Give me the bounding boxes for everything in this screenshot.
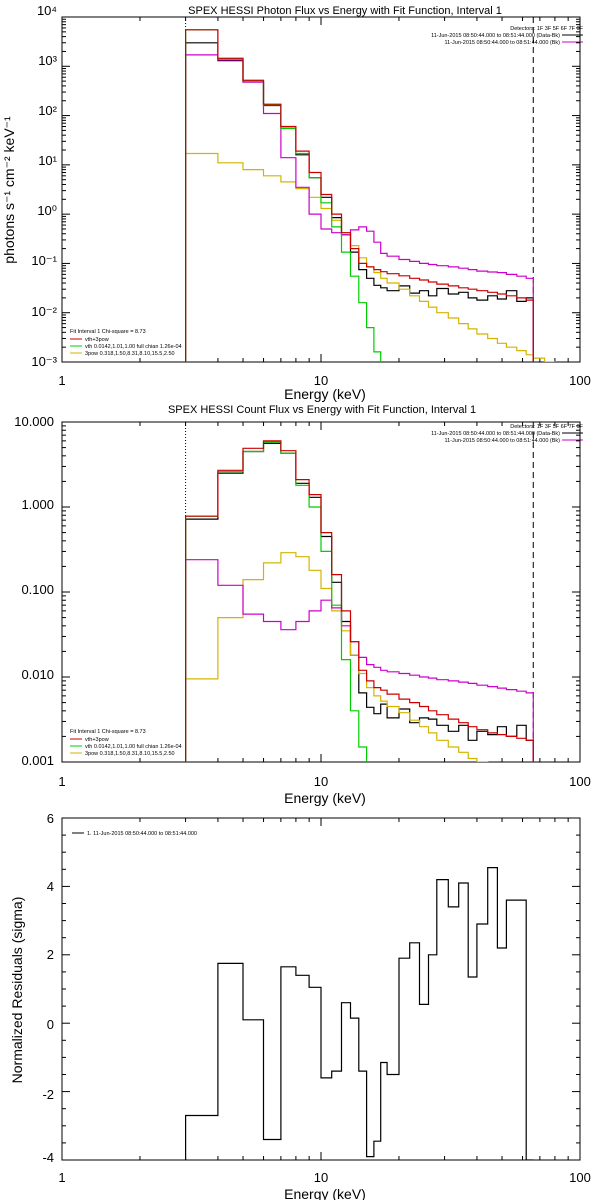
photon-flux-series-vth-3pow: [185, 29, 534, 362]
count-flux-fit-entry: 3pow 0.318,1.50,8.31,8.10,15.5,2.50: [85, 751, 175, 757]
count-flux-xtick-1: 1: [58, 774, 65, 789]
count-flux-series-3pow: [185, 552, 489, 762]
count-flux-detectors: Detectors: 1F 3F 5F 6F 7F 9F: [510, 424, 583, 430]
photon-flux-fit-header: Fit Interval 1 Chi-square = 8.73: [70, 329, 146, 335]
photon-flux-series-data-bk: [185, 42, 534, 362]
photon-flux-xlabel: Energy (keV): [284, 386, 366, 402]
residuals-series-1: [185, 867, 534, 1160]
residuals-ytick: 6: [47, 811, 54, 826]
residuals-xtick-100: 100: [569, 1170, 591, 1185]
residuals-xtick-1: 1: [58, 1170, 65, 1185]
residuals-ytick: 0: [47, 1017, 54, 1032]
count-flux-fit-header: Fit Interval 1 Chi-square = 8.73: [70, 729, 146, 735]
photon-flux-series-3pow: [185, 152, 556, 362]
count-flux-ytick: 0.001: [21, 753, 54, 768]
count-flux-title: SPEX HESSI Count Flux vs Energy with Fit…: [168, 404, 476, 416]
photon-flux-detectors: Detectors: 1F 3F 5F 6F 7F 9F: [510, 26, 583, 32]
count-flux-panel: SPEX HESSI Count Flux vs Energy with Fit…: [14, 404, 591, 806]
count-flux-axes-frame: [61, 421, 581, 763]
photon-flux-fit-entry: 3pow 0.318,1.50,8.31,8.10,15.5,2.50: [85, 351, 175, 357]
photon-flux-xtick-100: 100: [569, 373, 591, 388]
photon-flux-ytick: 10⁻¹: [31, 253, 57, 268]
residuals-panel: Energy (keV) Normalized Residuals (sigma…: [9, 811, 591, 1200]
photon-flux-ytick: 10⁰: [37, 203, 57, 218]
photon-flux-info-line2: 11-Jun-2015 08:50:44.000 to 08:51:44.000…: [445, 40, 561, 46]
count-flux-series-bk: [185, 559, 534, 762]
count-flux-xtick-10: 10: [314, 774, 328, 789]
photon-flux-ytick: 10⁴: [37, 3, 57, 18]
residuals-ytick: -4: [42, 1150, 54, 1165]
count-flux-info-line2: 11-Jun-2015 08:50:44.000 to 08:51:44.000…: [445, 438, 561, 444]
photon-flux-xtick-1: 1: [58, 373, 65, 388]
count-flux-ytick: 0.100: [21, 582, 54, 597]
residuals-ylabel: Normalized Residuals (sigma): [9, 897, 25, 1084]
photon-flux-series-group: [185, 29, 556, 362]
count-flux-ytick: 10.000: [14, 414, 54, 429]
photon-flux-fit-entry: vth+3pow: [85, 337, 109, 343]
photon-flux-title: SPEX HESSI Photon Flux vs Energy with Fi…: [188, 5, 502, 17]
photon-flux-xtick-10: 10: [314, 373, 328, 388]
residuals-xlabel: Energy (keV): [284, 1186, 366, 1200]
count-flux-ytick: 1.000: [21, 497, 54, 512]
count-flux-info-line1: 11-Jun-2015 08:50:44.000 to 08:51:44.000…: [431, 431, 560, 437]
residuals-legend-entry: 1. 11-Jun-2015 08:50:44.000 to 08:51:44.…: [87, 831, 197, 837]
photon-flux-panel: SPEX HESSI Photon Flux vs Energy with Fi…: [1, 3, 591, 402]
count-flux-fit-entry: vth 0.0142,1.01,1.00 full chian 1.26e-04: [85, 744, 182, 750]
photon-flux-ytick: 10¹: [38, 153, 57, 168]
photon-flux-series-vth: [185, 29, 382, 362]
residuals-series-group: [185, 867, 534, 1160]
count-flux-fit-entry: vth+3pow: [85, 737, 109, 743]
count-flux-series-data-bk: [185, 442, 534, 762]
count-flux-series-vth-3pow: [185, 440, 534, 762]
count-flux-xtick-100: 100: [569, 774, 591, 789]
residuals-ytick: 2: [47, 947, 54, 962]
photon-flux-ytick: 10³: [38, 53, 57, 68]
photon-flux-series-bk: [185, 54, 534, 362]
residuals-ytick: 4: [47, 879, 54, 894]
count-flux-ytick: 0.010: [21, 667, 54, 682]
count-flux-xlabel: Energy (keV): [284, 790, 366, 806]
count-flux-series-vth: [185, 441, 368, 762]
photon-flux-ytick: 10⁻²: [31, 304, 57, 319]
residuals-ytick: -2: [42, 1087, 54, 1102]
count-flux-series-group: [185, 440, 534, 762]
photon-flux-ytick: 10⁻³: [31, 354, 57, 369]
photon-flux-fit-entry: vth 0.0142,1.01,1.00 full chian 1.26e-04: [85, 344, 182, 350]
photon-flux-ylabel: photons s⁻¹ cm⁻² keV⁻¹: [1, 116, 17, 264]
photon-flux-ytick: 10²: [38, 103, 57, 118]
residuals-xtick-10: 10: [314, 1170, 328, 1185]
photon-flux-info-line1: 11-Jun-2015 08:50:44.000 to 08:51:44.000…: [431, 33, 560, 39]
